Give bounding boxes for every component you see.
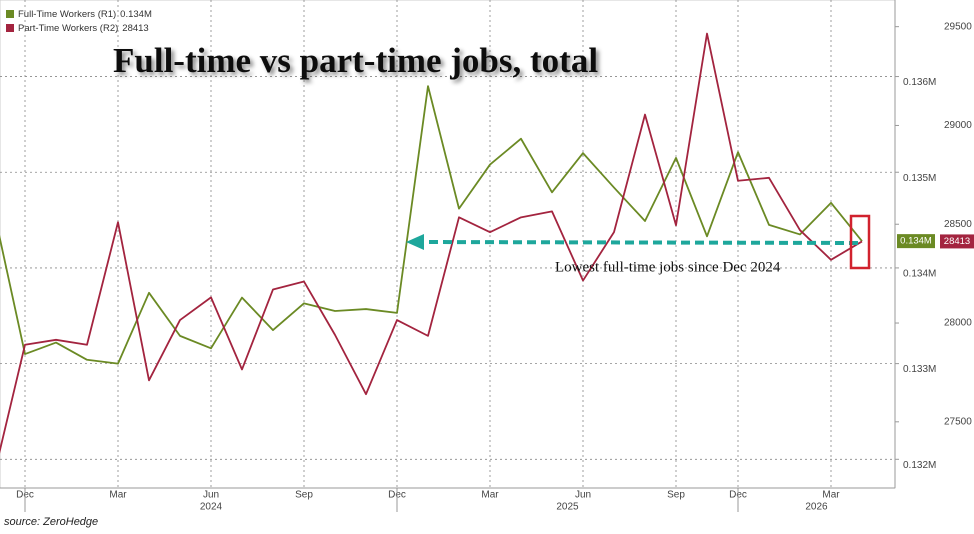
x-group-label: 2025 <box>556 502 579 513</box>
y-tick-label: 0.135M <box>903 173 936 184</box>
arrow-line <box>421 240 859 245</box>
x-tick-label: Mar <box>109 490 127 501</box>
grid <box>0 0 895 488</box>
y2-tick-label: 29500 <box>944 21 972 32</box>
chart-title: Full-time vs part-time jobs, total <box>113 41 598 80</box>
x-tick-label: Sep <box>295 490 313 501</box>
series-line <box>0 85 863 365</box>
value-label-box <box>940 234 974 249</box>
y-tick-label: 0.134M <box>903 269 936 280</box>
lines <box>0 32 863 454</box>
legend-name: Part-Time Workers (R2) <box>18 23 118 34</box>
y-tick-label: 0.136M <box>903 77 936 88</box>
y2-tick-label: 28500 <box>944 219 972 230</box>
annotation: Lowest full-time jobs since Dec 2024 <box>555 259 781 275</box>
y-tick-label: 0.133M <box>903 364 936 375</box>
x-group-label: 2024 <box>200 502 223 513</box>
x-tick-label: Mar <box>481 490 499 501</box>
legend-name: Full-Time Workers (R1) <box>18 9 116 20</box>
y2-tick-label: 27500 <box>944 416 972 427</box>
y-tick-label: 0.132M <box>903 460 936 471</box>
y2-tick-label: 29000 <box>944 120 972 131</box>
value-label-box <box>897 234 935 249</box>
x-tick-label: Mar <box>822 490 840 501</box>
legend-swatch <box>6 24 14 32</box>
value-label: 28413 <box>944 236 970 247</box>
value-label: 0.134M <box>900 236 932 247</box>
x-group-label: 2026 <box>805 502 828 513</box>
legend-value: 28413 <box>122 23 148 34</box>
legend-value: 0.134M <box>120 9 152 20</box>
x-tick-label: Jun <box>203 490 219 501</box>
x-tick-label: Sep <box>667 490 685 501</box>
y2-tick-label: 28000 <box>944 318 972 329</box>
arrow-head <box>406 234 424 250</box>
legend-text: Full-Time Workers (R1) 0.134M <box>18 9 152 20</box>
legend-text: Part-Time Workers (R2) 28413 <box>18 23 149 34</box>
legend-swatch <box>6 10 14 18</box>
highlight-box <box>849 214 871 270</box>
series-line <box>0 32 863 454</box>
x-tick-label: Jun <box>575 490 591 501</box>
source: source: ZeroHedge <box>4 516 98 528</box>
